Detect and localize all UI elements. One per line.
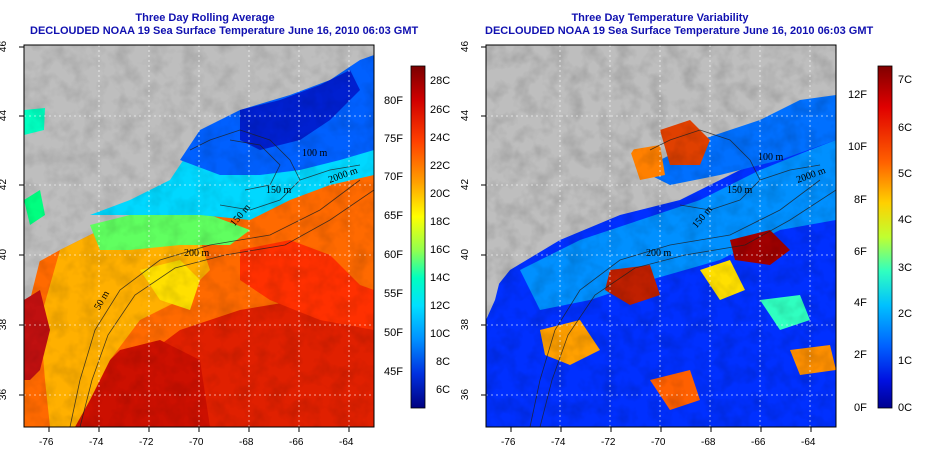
right-cbar-f-label: 12F [848,89,867,101]
right-contour-label: 200 m [646,248,672,259]
x-tick: -74 [89,437,104,448]
x-tick: -74 [551,437,566,448]
left-cbar-f-label: 55F [384,288,403,300]
left-cbar-c-label: 28C [430,75,451,87]
x-tick: -68 [701,437,716,448]
left-cbar-f-label: 75F [384,133,403,145]
left-cbar-c-label: 26C [430,104,451,116]
left-cbar-c-label: 14C [430,272,451,284]
x-tick: -70 [189,437,204,448]
x-tick: -66 [289,437,304,448]
y-tick: 44 [460,109,472,122]
x-tick: -68 [239,437,254,448]
left-cbar-c-label: 18C [430,216,451,228]
y-tick: 44 [0,109,10,122]
y-tick: 38 [0,318,10,331]
right-cbar-f-label: 4F [854,297,867,309]
y-tick: 36 [0,388,10,401]
right-cbar-f-label: 8F [854,194,867,206]
left-cbar-f-label: 60F [384,249,403,261]
left-title: Three Day Rolling Average [135,12,275,24]
x-tick: -64 [339,437,354,448]
x-tick: -72 [139,437,154,448]
left-cbar-f-label: 45F [384,366,403,378]
x-tick: -64 [801,437,816,448]
y-tick: 42 [0,178,10,191]
left-cbar-c-label: 24C [430,132,451,144]
right-cbar-c-label: 3C [898,262,913,274]
y-tick: 38 [460,318,472,331]
y-tick: 46 [0,40,10,53]
left-contour-label: 200 m [184,248,210,259]
x-tick: -70 [651,437,666,448]
y-tick: 46 [460,40,472,53]
left-contour-label: 100 m [302,148,328,159]
right-cbar-c-label: 1C [898,355,913,367]
left-cbar-c-label: 12C [430,300,451,312]
right-cbar-f-label: 6F [854,246,867,258]
right-cbar-c-label: 7C [898,74,913,86]
right-cbar-c-label: 2C [898,308,913,320]
right-contour-label: 150 m [727,185,753,196]
y-tick: 36 [460,388,472,401]
right-subtitle: DECLOUDED NOAA 19 Sea Surface Temperatur… [485,25,874,37]
left-cbar-f-label: 80F [384,95,403,107]
left-cbar-f-label: 65F [384,210,403,222]
right-title: Three Day Temperature Variability [571,12,749,24]
x-tick: -72 [601,437,616,448]
x-tick: -76 [501,437,516,448]
left-cbar-c-label: 6C [436,384,451,396]
left-cbar-c-label: 8C [436,356,451,368]
right-contour-label: 100 m [758,152,784,163]
right-cbar-f-label: 0F [854,402,867,414]
right-cbar-c-label: 4C [898,214,913,226]
left-contour-label: 150 m [266,185,292,196]
right-cbar-f-label: 2F [854,349,867,361]
y-tick: 40 [460,248,472,261]
right-cbar-c-label: 0C [898,402,913,414]
left-cbar-c-label: 22C [430,160,451,172]
x-tick: -76 [39,437,54,448]
left-subtitle: DECLOUDED NOAA 19 Sea Surface Temperatur… [30,25,419,37]
left-cbar-f-label: 50F [384,327,403,339]
x-tick: -66 [751,437,766,448]
left-cbar-f-label: 70F [384,171,403,183]
right-cbar-c-label: 6C [898,122,913,134]
y-tick: 40 [0,248,10,261]
y-tick: 42 [460,178,472,191]
left-cbar-c-label: 16C [430,244,451,256]
right-cbar-c-label: 5C [898,168,913,180]
left-cbar-c-label: 10C [430,328,451,340]
right-cbar-f-label: 10F [848,141,867,153]
left-cbar-c-label: 20C [430,188,451,200]
